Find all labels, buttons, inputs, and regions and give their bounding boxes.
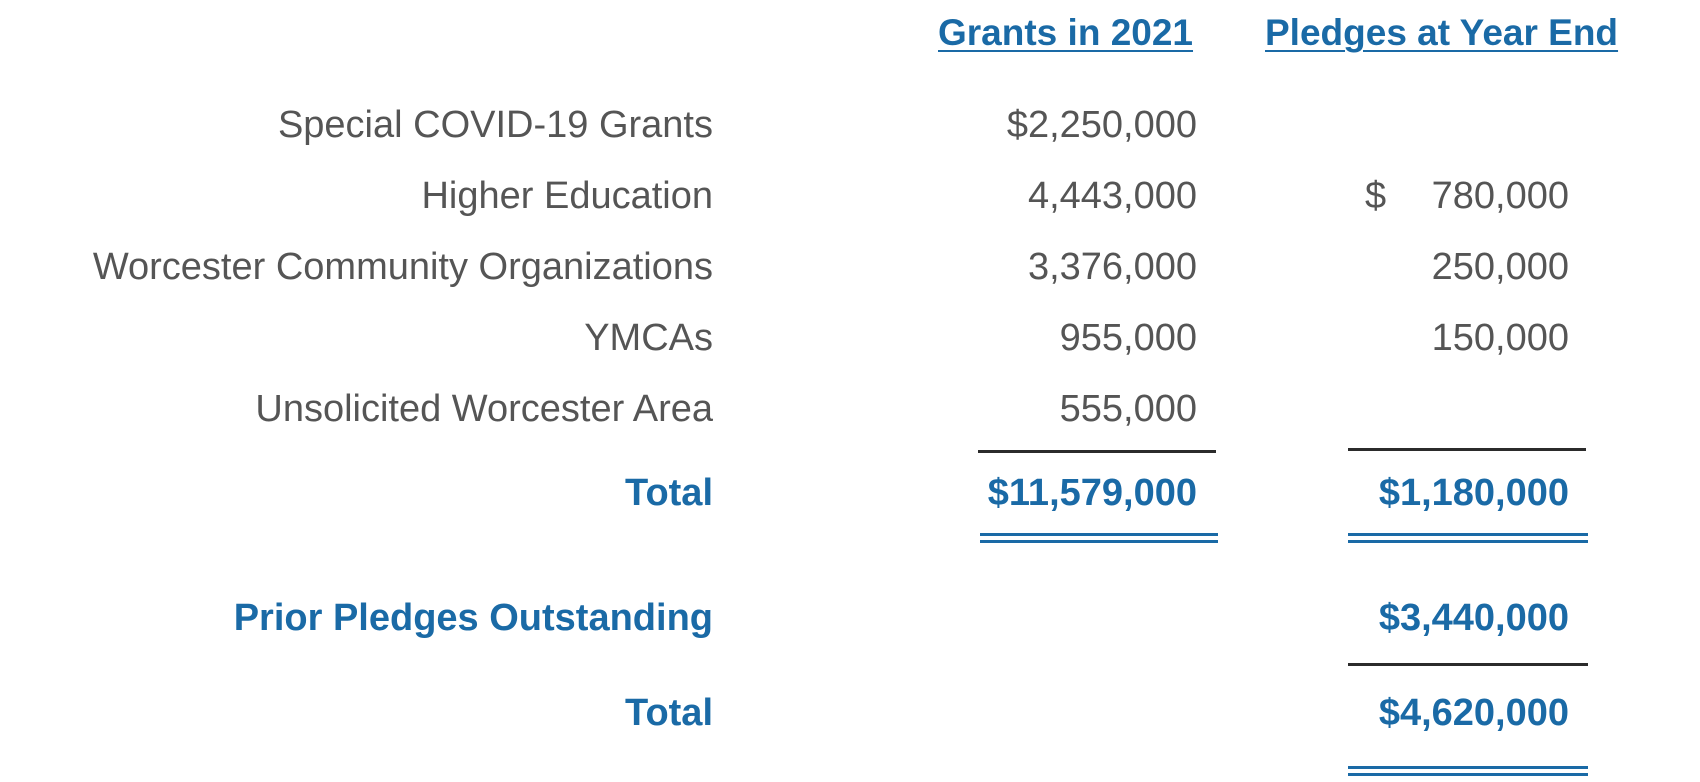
row-grants-unsolicited: 555,000 (1059, 388, 1197, 430)
grants-column-header: Grants in 2021 (938, 12, 1194, 53)
row-label-unsolicited: Unsolicited Worcester Area (255, 388, 713, 430)
row-grants-ymcas: 955,000 (1059, 317, 1197, 359)
grand-total-label: Total (625, 692, 713, 734)
pledges-dollar-sign: $ (1365, 175, 1387, 217)
pledges-total-double-rule (1348, 533, 1588, 543)
row-grants-worcester-community: 3,376,000 (1027, 246, 1197, 288)
row-label-ymcas: YMCAs (584, 317, 713, 359)
total-pledges: $1,180,000 (1378, 472, 1569, 514)
grand-total-pledges: $4,620,000 (1378, 692, 1569, 734)
grand-total-rule (1348, 663, 1588, 666)
grand-total-double-rule (1348, 766, 1588, 776)
row-grants-covid: $2,250,000 (1006, 104, 1197, 146)
grants-subtotal-rule (978, 450, 1216, 453)
total-grants: $11,579,000 (987, 472, 1197, 514)
total-label: Total (625, 472, 713, 514)
row-grants-higher-education: 4,443,000 (1027, 175, 1197, 217)
row-pledges-higher-education: 780,000 (1431, 175, 1569, 217)
row-label-higher-education: Higher Education (421, 175, 713, 217)
grants-total-double-rule (980, 533, 1218, 543)
pledges-column-header: Pledges at Year End (1265, 12, 1619, 53)
row-label-covid: Special COVID-19 Grants (277, 104, 713, 146)
prior-pledges-label: Prior Pledges Outstanding (233, 597, 713, 639)
prior-pledges-value: $3,440,000 (1378, 597, 1569, 639)
row-pledges-worcester-community: 250,000 (1431, 246, 1569, 288)
pledges-subtotal-rule (1348, 448, 1586, 451)
row-label-worcester-community: Worcester Community Organizations (92, 246, 713, 288)
row-pledges-ymcas: 150,000 (1431, 317, 1569, 359)
